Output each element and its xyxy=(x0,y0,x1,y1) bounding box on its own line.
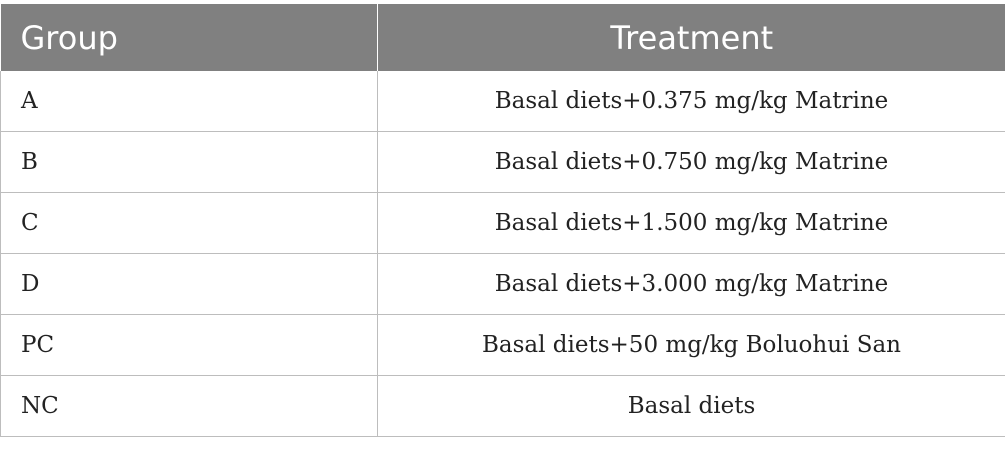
table-header: Group Treatment xyxy=(0,4,1005,71)
table-row: PC Basal diets+50 mg/kg Boluohui San xyxy=(0,314,1005,376)
cell-treatment: Basal diets xyxy=(377,375,1005,437)
cell-group: C xyxy=(0,192,378,254)
cell-treatment: Basal diets+0.750 mg/kg Matrine xyxy=(377,131,1005,193)
table-row: NC Basal diets xyxy=(0,375,1005,437)
treatment-table: Group Treatment A Basal diets+0.375 mg/k… xyxy=(0,4,1005,437)
cell-group: PC xyxy=(0,314,378,376)
cell-group: NC xyxy=(0,375,378,437)
header-row: Group Treatment xyxy=(0,4,1005,71)
cell-group: A xyxy=(0,71,378,132)
table-row: B Basal diets+0.750 mg/kg Matrine xyxy=(0,131,1005,193)
table-row: C Basal diets+1.500 mg/kg Matrine xyxy=(0,192,1005,254)
cell-treatment: Basal diets+1.500 mg/kg Matrine xyxy=(377,192,1005,254)
column-header-group: Group xyxy=(0,4,378,71)
treatment-table-container: Group Treatment A Basal diets+0.375 mg/k… xyxy=(0,4,1005,437)
cell-treatment: Basal diets+3.000 mg/kg Matrine xyxy=(377,253,1005,315)
table-row: A Basal diets+0.375 mg/kg Matrine xyxy=(0,71,1005,132)
cell-group: B xyxy=(0,131,378,193)
cell-treatment: Basal diets+50 mg/kg Boluohui San xyxy=(377,314,1005,376)
table-body: A Basal diets+0.375 mg/kg Matrine B Basa… xyxy=(0,71,1005,437)
column-header-treatment: Treatment xyxy=(377,4,1005,71)
cell-group: D xyxy=(0,253,378,315)
table-row: D Basal diets+3.000 mg/kg Matrine xyxy=(0,253,1005,315)
cell-treatment: Basal diets+0.375 mg/kg Matrine xyxy=(377,71,1005,132)
